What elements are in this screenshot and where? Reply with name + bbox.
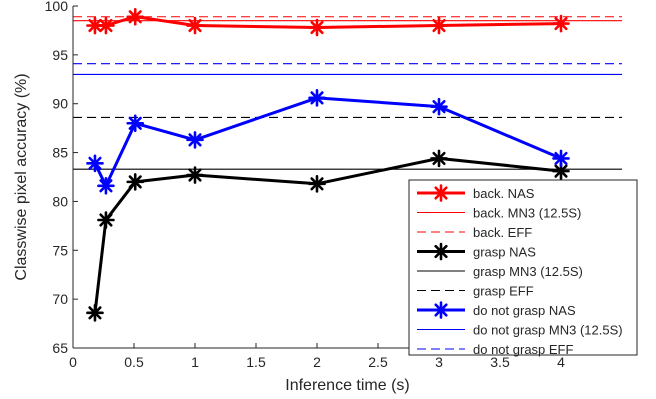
y-tick-label: 85 <box>52 145 68 161</box>
marker-back-nas <box>308 18 326 37</box>
marker-grasp-nas <box>430 149 448 168</box>
legend-label-back-eff: back. EFF <box>473 225 532 240</box>
y-tick-label: 80 <box>52 193 68 209</box>
marker-do-not-grasp-nas <box>86 154 104 173</box>
legend-label-do-not-grasp-nas: do not grasp NAS <box>473 303 576 318</box>
legend-label-do-not-grasp-eff: do not grasp EFF <box>473 342 573 357</box>
legend-marker-do-not-grasp-nas <box>432 301 450 319</box>
marker-do-not-grasp-nas <box>308 89 326 107</box>
marker-grasp-nas <box>308 175 326 193</box>
y-tick-label: 90 <box>52 96 68 112</box>
y-tick-label: 95 <box>52 47 68 63</box>
marker-do-not-grasp-nas <box>97 176 115 195</box>
x-tick-label: 3 <box>435 354 443 370</box>
y-tick-label: 65 <box>52 340 68 356</box>
legend-label-grasp-nas: grasp NAS <box>473 245 536 260</box>
legend-label-grasp-mn3-12-5s: grasp MN3 (12.5S) <box>473 264 583 279</box>
x-tick-label: 2.5 <box>368 354 388 370</box>
marker-back-nas <box>552 14 570 33</box>
y-tick-label: 75 <box>52 242 68 258</box>
x-tick-label: 1.5 <box>246 354 266 370</box>
legend-label-grasp-eff: grasp EFF <box>473 284 534 299</box>
marker-do-not-grasp-nas <box>186 131 204 149</box>
y-tick-label: 100 <box>45 0 69 14</box>
legend-marker-back-nas <box>432 184 450 202</box>
legend-box <box>408 179 638 356</box>
marker-grasp-nas <box>126 173 145 191</box>
y-tick-label: 70 <box>52 291 68 307</box>
marker-do-not-grasp-nas <box>126 114 145 133</box>
marker-do-not-grasp-nas <box>552 149 570 168</box>
marker-back-nas <box>126 7 145 26</box>
legend-label-back-mn3-12-5s: back. MN3 (12.5S) <box>473 206 581 221</box>
marker-do-not-grasp-nas <box>430 97 448 116</box>
x-tick-label: 1 <box>191 354 199 370</box>
series-layer <box>73 7 622 322</box>
legend-label-back-nas: back. NAS <box>473 186 535 201</box>
x-tick-label: 4 <box>557 354 565 370</box>
ticks-layer: 0 0.5 1 1.5 2 2.5 3 3.5 4 65 70 75 80 85 90 95 100 <box>45 0 565 370</box>
legend-label-do-not-grasp-mn3-12-5s: do not grasp MN3 (12.5S) <box>473 323 623 338</box>
x-tick-label: 0.5 <box>124 354 144 370</box>
y-axis-label: Classwise pixel accuracy (%) <box>13 73 30 280</box>
marker-back-nas <box>186 16 204 35</box>
marker-grasp-nas <box>86 304 104 322</box>
marker-grasp-nas <box>97 211 115 229</box>
x-tick-label: 3.5 <box>490 354 510 370</box>
x-axis-label: Inference time (s) <box>285 377 409 394</box>
marker-back-nas <box>97 16 115 35</box>
legend-marker-grasp-nas <box>432 242 450 261</box>
x-tick-label: 2 <box>313 354 321 370</box>
marker-back-nas <box>430 16 448 35</box>
legend: back. NAS back. MN3 (12.5S) back. EFF grasp… <box>408 179 638 357</box>
x-tick-label: 0 <box>69 354 77 370</box>
marker-grasp-nas <box>186 166 204 184</box>
